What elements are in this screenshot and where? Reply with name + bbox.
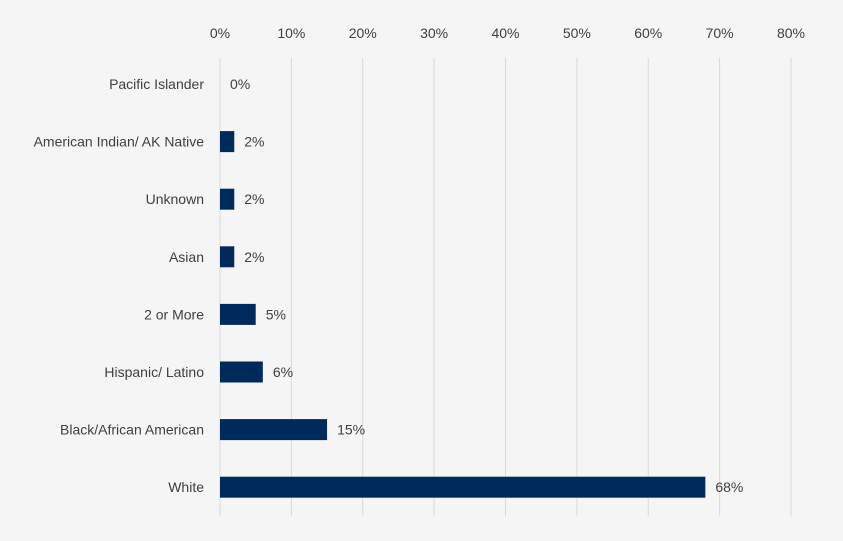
category-label: Pacific Islander [109,76,204,92]
category-label: 2 or More [144,306,204,322]
x-tick-label: 70% [706,25,734,41]
data-label: 68% [715,479,743,495]
data-labels: 0% 2% 2% 2% 5% 6% 15% 68% [230,76,743,495]
data-label: 2% [244,249,264,265]
data-label: 0% [230,76,250,92]
data-label: 2% [244,134,264,150]
bar [220,361,263,383]
x-tick-label: 10% [277,25,305,41]
x-tick-label: 0% [210,25,230,41]
category-label: Asian [169,249,204,265]
data-label: 2% [244,191,264,207]
category-label: White [168,479,204,495]
data-label: 5% [266,306,286,322]
x-tick-label: 60% [634,25,662,41]
data-label: 6% [273,364,293,380]
bar [220,419,328,441]
x-axis-tick-labels: 0% 10% 20% 30% 40% 50% 60% 70% 80% [210,25,805,41]
data-label: 15% [337,422,365,438]
category-label: Unknown [146,191,204,207]
x-tick-label: 20% [349,25,377,41]
bar [220,131,235,153]
gridlines [219,58,792,516]
x-tick-label: 40% [491,25,519,41]
category-label: Black/African American [60,422,204,438]
x-tick-label: 80% [777,25,805,41]
bar [220,246,235,268]
bar [220,303,256,325]
x-tick-label: 50% [563,25,591,41]
bar [220,188,235,210]
category-label: Hispanic/ Latino [104,364,204,380]
bars [220,131,706,498]
category-labels: Pacific Islander American Indian/ AK Nati… [34,76,205,495]
x-tick-label: 30% [420,25,448,41]
bar [220,476,706,498]
category-label: American Indian/ AK Native [34,134,205,150]
